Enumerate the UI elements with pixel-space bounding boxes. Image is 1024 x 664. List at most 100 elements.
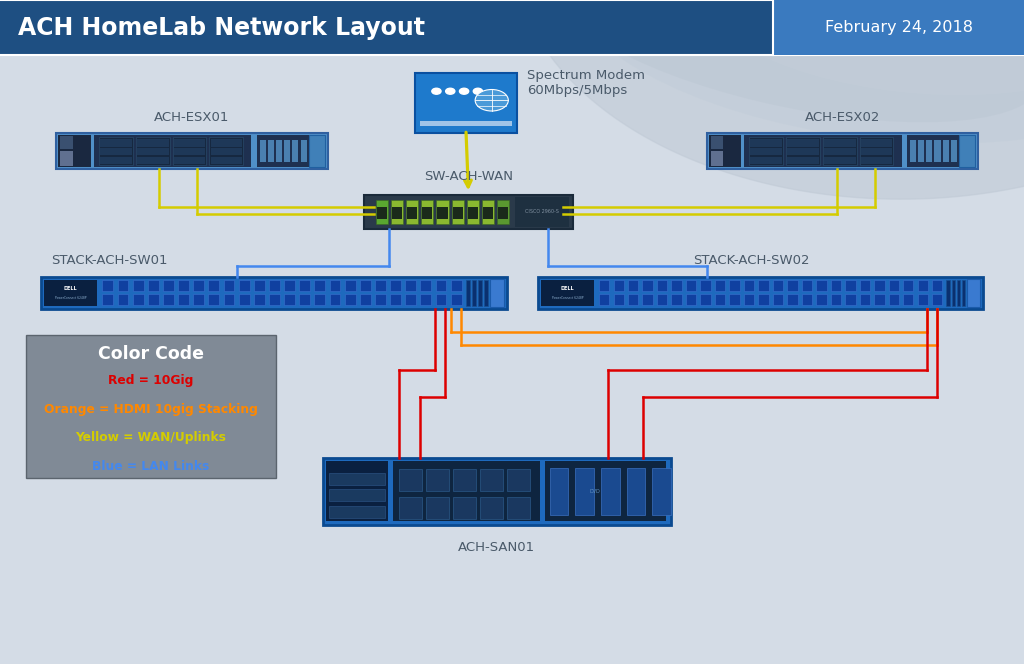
Bar bbox=[628, 293, 638, 305]
Bar bbox=[100, 139, 132, 147]
Bar bbox=[550, 468, 568, 515]
Bar bbox=[345, 280, 355, 291]
Bar bbox=[100, 148, 132, 155]
Bar bbox=[163, 280, 174, 291]
Bar bbox=[260, 140, 266, 162]
Bar bbox=[269, 293, 280, 305]
Circle shape bbox=[460, 88, 469, 94]
Bar bbox=[963, 280, 966, 305]
Bar bbox=[118, 280, 128, 291]
Bar bbox=[497, 200, 509, 224]
Bar bbox=[642, 293, 653, 305]
Bar bbox=[613, 293, 624, 305]
Bar bbox=[178, 293, 189, 305]
Bar bbox=[478, 280, 482, 305]
Bar bbox=[376, 200, 388, 224]
Bar bbox=[599, 280, 609, 291]
Bar bbox=[957, 280, 961, 305]
Bar bbox=[482, 200, 494, 224]
Bar bbox=[284, 280, 295, 291]
Bar bbox=[845, 293, 856, 305]
Bar bbox=[575, 468, 594, 515]
Bar bbox=[314, 280, 326, 291]
Bar bbox=[392, 207, 402, 218]
Bar bbox=[268, 140, 274, 162]
Bar bbox=[787, 148, 819, 155]
Text: ACH-SAN01: ACH-SAN01 bbox=[458, 541, 536, 554]
Bar bbox=[94, 135, 252, 167]
Bar bbox=[436, 200, 449, 224]
Bar bbox=[700, 293, 711, 305]
Bar bbox=[211, 157, 242, 164]
Bar bbox=[293, 140, 299, 162]
Bar bbox=[861, 139, 892, 147]
Bar bbox=[326, 461, 388, 521]
Bar bbox=[299, 280, 310, 291]
Bar bbox=[284, 293, 295, 305]
Bar bbox=[967, 279, 980, 307]
Bar bbox=[437, 207, 447, 218]
Bar bbox=[269, 280, 280, 291]
Text: Red = 10Gig: Red = 10Gig bbox=[109, 374, 194, 387]
Bar bbox=[744, 135, 902, 167]
Bar bbox=[773, 280, 783, 291]
FancyBboxPatch shape bbox=[707, 133, 978, 169]
Text: February 24, 2018: February 24, 2018 bbox=[824, 20, 973, 35]
Bar bbox=[137, 139, 169, 147]
Bar bbox=[60, 136, 73, 149]
Bar bbox=[398, 469, 422, 491]
Bar bbox=[672, 293, 682, 305]
Text: SW-ACH-WAN: SW-ACH-WAN bbox=[424, 169, 513, 183]
Bar bbox=[711, 151, 723, 166]
Ellipse shape bbox=[570, 0, 1024, 143]
Bar bbox=[874, 280, 885, 291]
Bar bbox=[918, 293, 928, 305]
Bar bbox=[314, 293, 326, 305]
Bar bbox=[254, 280, 265, 291]
Bar bbox=[211, 139, 242, 147]
Bar bbox=[137, 148, 169, 155]
Bar bbox=[301, 140, 307, 162]
Bar bbox=[824, 139, 856, 147]
Bar bbox=[927, 140, 933, 162]
Bar bbox=[223, 293, 234, 305]
Bar bbox=[359, 280, 371, 291]
Bar bbox=[329, 506, 385, 518]
Polygon shape bbox=[512, 0, 1024, 199]
Bar bbox=[58, 135, 91, 167]
Text: DVD: DVD bbox=[590, 489, 600, 494]
Bar bbox=[133, 280, 143, 291]
Bar bbox=[102, 280, 114, 291]
Bar bbox=[628, 280, 638, 291]
Bar bbox=[330, 293, 340, 305]
Bar bbox=[452, 200, 464, 224]
Bar bbox=[174, 157, 206, 164]
FancyBboxPatch shape bbox=[538, 277, 983, 309]
Text: Yellow = WAN/Uplinks: Yellow = WAN/Uplinks bbox=[76, 431, 226, 444]
Bar bbox=[329, 489, 385, 501]
Bar bbox=[174, 148, 206, 155]
Bar bbox=[406, 280, 416, 291]
Bar bbox=[136, 137, 170, 165]
Text: DELL: DELL bbox=[63, 286, 78, 291]
Bar bbox=[599, 293, 609, 305]
Bar bbox=[545, 461, 666, 521]
Bar bbox=[932, 293, 942, 305]
Bar bbox=[751, 139, 782, 147]
Bar bbox=[173, 137, 207, 165]
Bar bbox=[377, 207, 387, 218]
Bar bbox=[729, 293, 739, 305]
Bar bbox=[421, 200, 433, 224]
Text: CISCO 2960-S: CISCO 2960-S bbox=[525, 209, 559, 214]
Text: Blue = LAN Links: Blue = LAN Links bbox=[92, 459, 210, 473]
FancyBboxPatch shape bbox=[364, 195, 573, 229]
Bar bbox=[824, 148, 856, 155]
Circle shape bbox=[475, 90, 508, 111]
Bar bbox=[515, 197, 569, 227]
Bar bbox=[407, 200, 418, 224]
Bar bbox=[420, 121, 512, 126]
Bar bbox=[861, 148, 892, 155]
Bar bbox=[147, 293, 159, 305]
Bar bbox=[451, 293, 462, 305]
Text: Orange = HDMI 10gig Stacking: Orange = HDMI 10gig Stacking bbox=[44, 402, 258, 416]
